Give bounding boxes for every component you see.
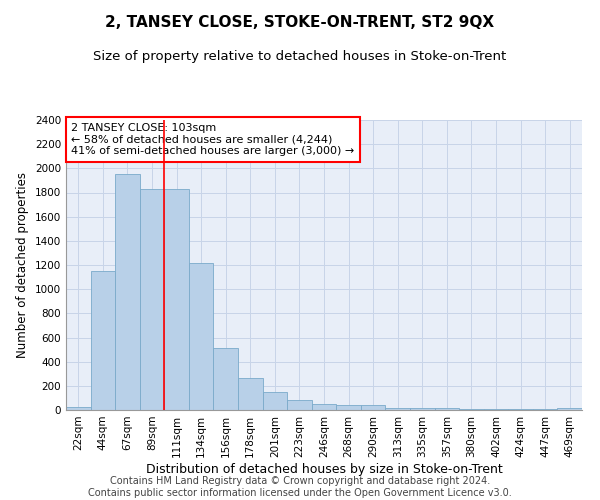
- X-axis label: Distribution of detached houses by size in Stoke-on-Trent: Distribution of detached houses by size …: [146, 462, 502, 475]
- Bar: [557, 408, 582, 410]
- Y-axis label: Number of detached properties: Number of detached properties: [16, 172, 29, 358]
- Bar: [140, 189, 164, 410]
- Bar: [91, 271, 115, 410]
- Bar: [385, 408, 410, 410]
- Text: Contains HM Land Registry data © Crown copyright and database right 2024.
Contai: Contains HM Land Registry data © Crown c…: [88, 476, 512, 498]
- Text: 2 TANSEY CLOSE: 103sqm
← 58% of detached houses are smaller (4,244)
41% of semi-: 2 TANSEY CLOSE: 103sqm ← 58% of detached…: [71, 123, 355, 156]
- Bar: [312, 404, 336, 410]
- Bar: [115, 174, 140, 410]
- Bar: [164, 189, 189, 410]
- Bar: [361, 405, 385, 410]
- Bar: [434, 408, 459, 410]
- Bar: [336, 404, 361, 410]
- Bar: [287, 400, 312, 410]
- Bar: [66, 406, 91, 410]
- Bar: [189, 262, 214, 410]
- Bar: [238, 378, 263, 410]
- Bar: [410, 408, 434, 410]
- Text: Size of property relative to detached houses in Stoke-on-Trent: Size of property relative to detached ho…: [94, 50, 506, 63]
- Bar: [263, 392, 287, 410]
- Text: 2, TANSEY CLOSE, STOKE-ON-TRENT, ST2 9QX: 2, TANSEY CLOSE, STOKE-ON-TRENT, ST2 9QX: [106, 15, 494, 30]
- Bar: [214, 348, 238, 410]
